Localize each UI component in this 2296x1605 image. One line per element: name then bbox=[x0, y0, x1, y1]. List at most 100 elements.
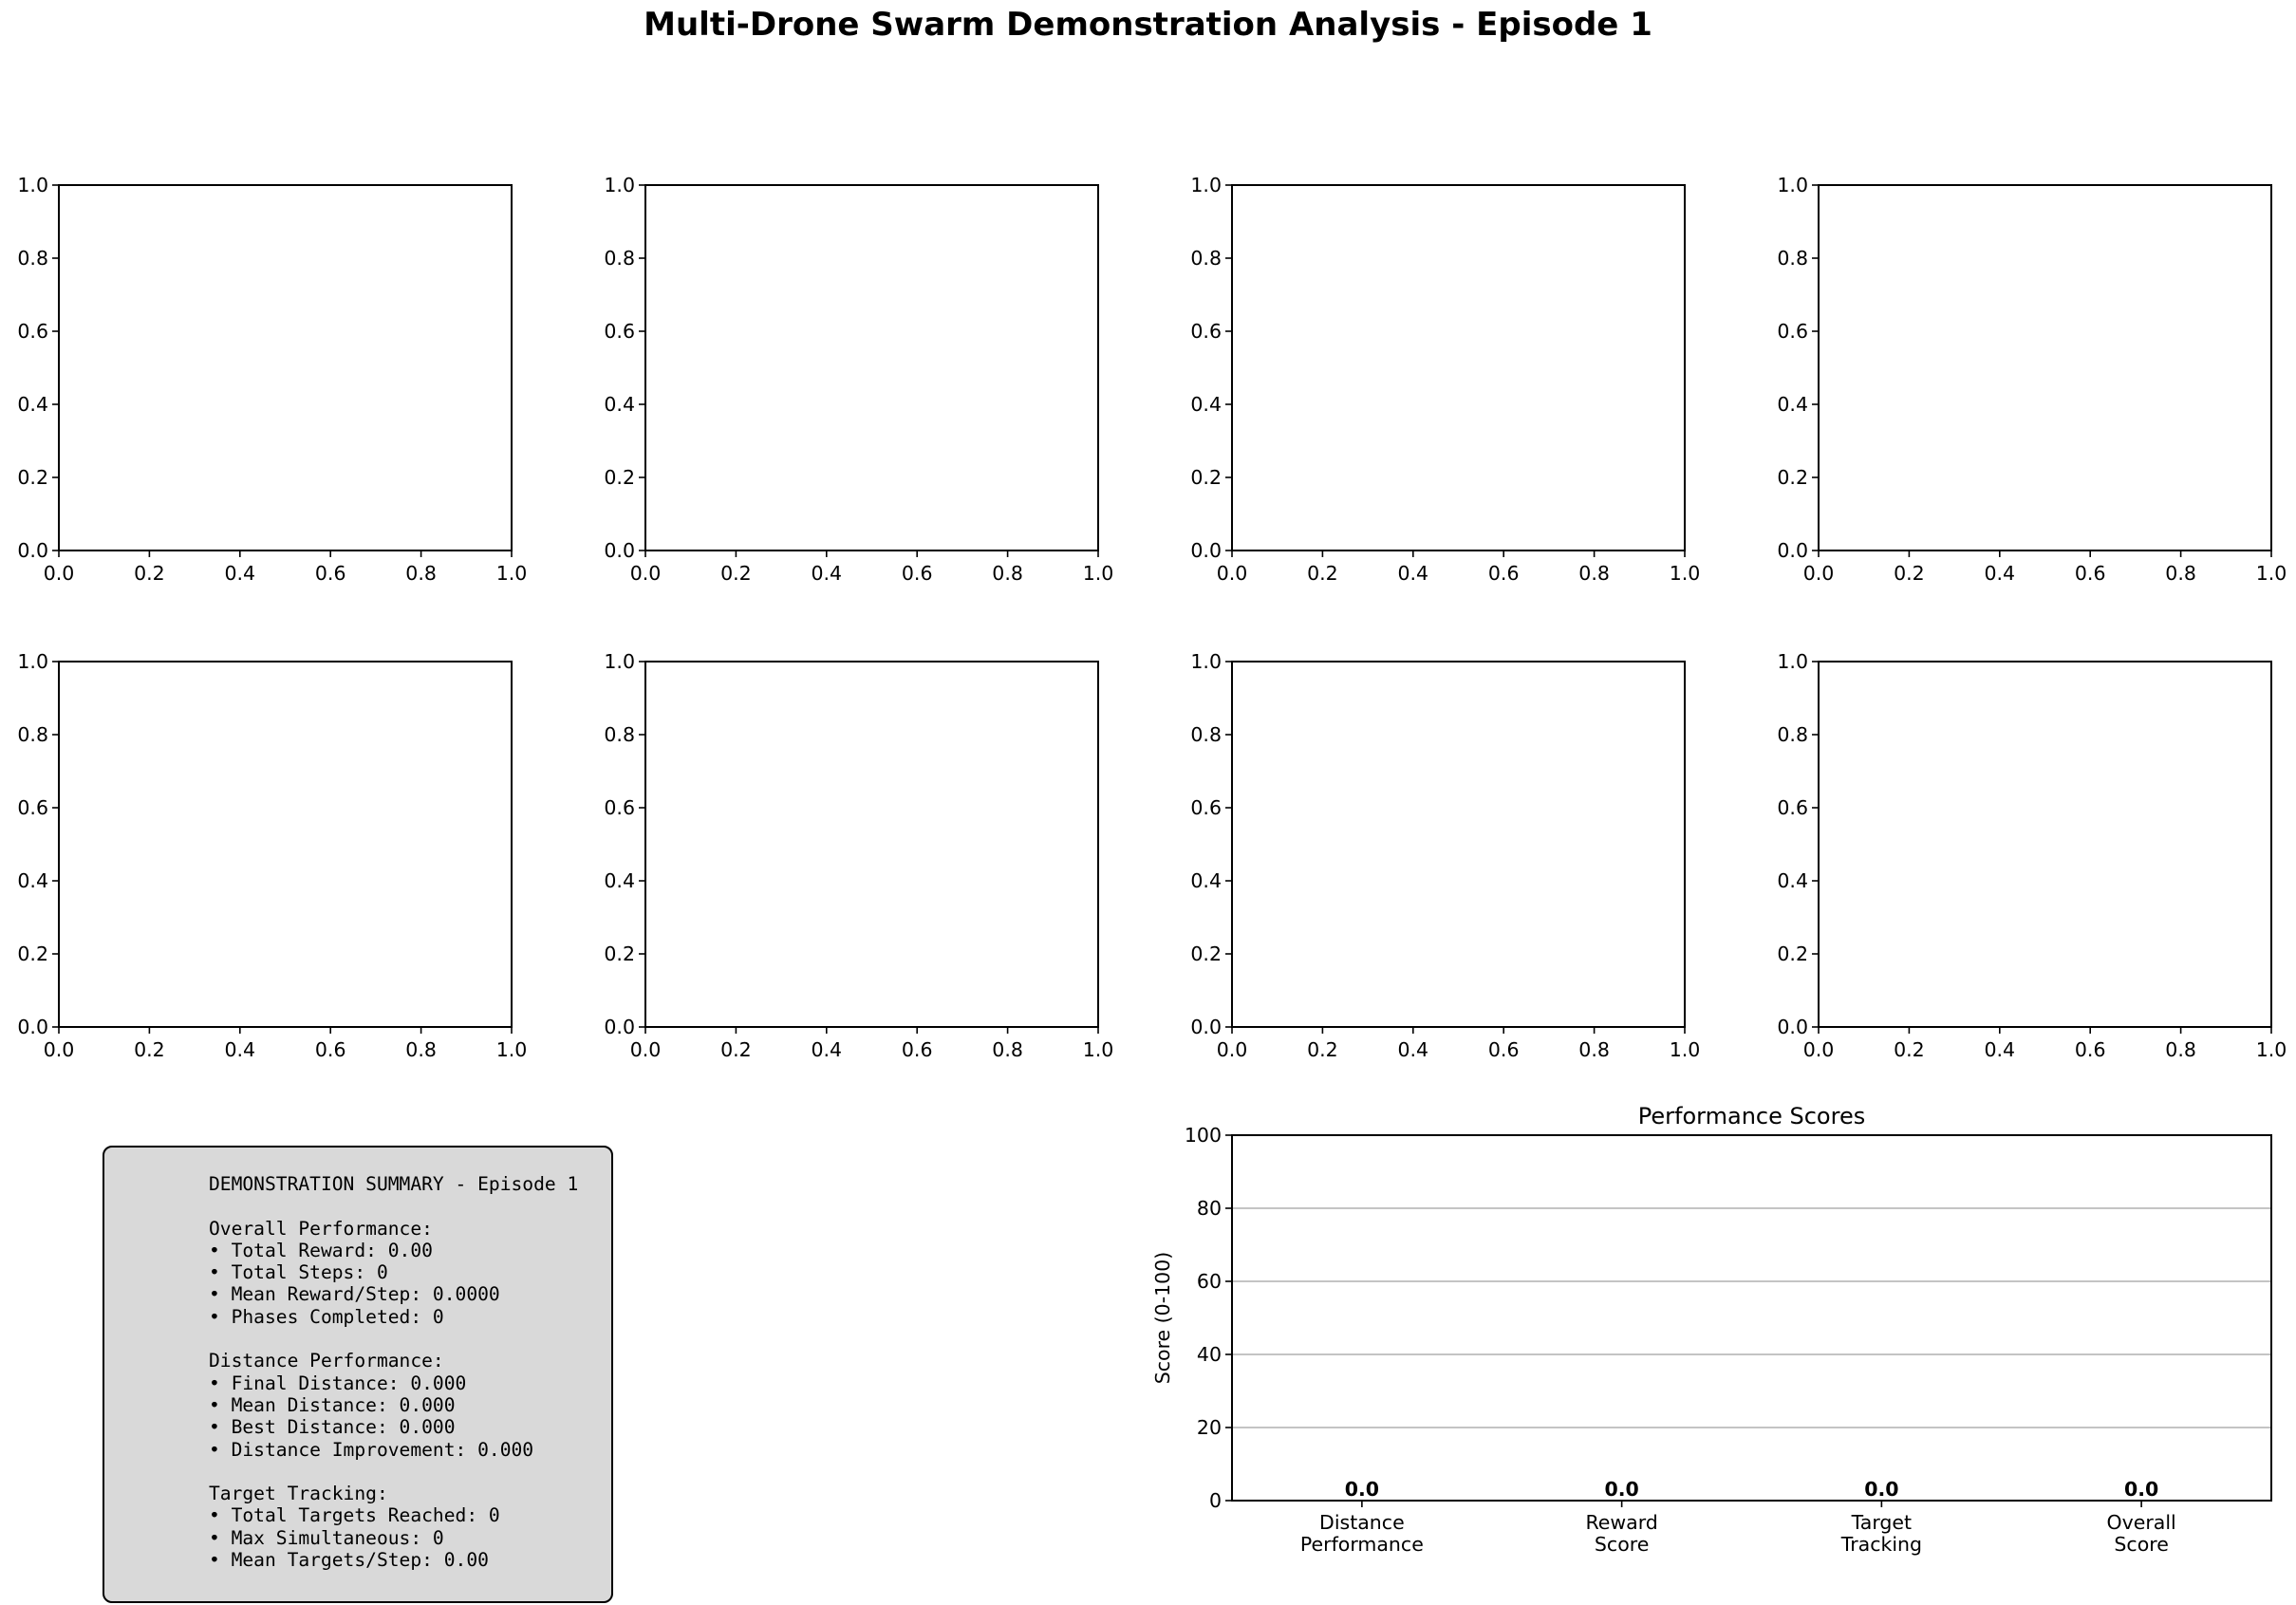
plot-frame bbox=[1231, 661, 1686, 1028]
summary-line: • Total Steps: 0 bbox=[209, 1261, 388, 1284]
bar-value-label: 0.0 bbox=[2124, 1478, 2158, 1501]
x-tick-label-line: Target bbox=[1851, 1511, 1912, 1534]
x-tick-label: 0.6 bbox=[1488, 1038, 1520, 1061]
y-tick-label: 0.6 bbox=[1777, 320, 1808, 343]
x-tick-label: 0.2 bbox=[720, 1038, 752, 1061]
y-tick-label: 0.6 bbox=[1190, 796, 1222, 819]
summary-line: • Mean Reward/Step: 0.0000 bbox=[209, 1283, 500, 1306]
y-tick-label: 0.2 bbox=[1190, 466, 1222, 489]
x-tick-label-line: Tracking bbox=[1840, 1533, 1922, 1556]
y-tick-label: 0.2 bbox=[604, 466, 635, 489]
x-tick-label: 0.6 bbox=[2075, 562, 2106, 585]
summary-line: DEMONSTRATION SUMMARY - Episode 1 bbox=[209, 1173, 579, 1195]
plot-area bbox=[1232, 1135, 2271, 1501]
x-tick-label: 0.2 bbox=[1894, 562, 1925, 585]
x-tick-label-line: Performance bbox=[1300, 1533, 1424, 1556]
y-tick-label: 0.8 bbox=[1190, 723, 1222, 746]
x-tick-label: 1.0 bbox=[1670, 1038, 1701, 1061]
y-tick-label: 0.4 bbox=[17, 869, 48, 892]
x-tick-label: 0.8 bbox=[2165, 1038, 2196, 1061]
x-tick-label: 1.0 bbox=[1670, 562, 1701, 585]
x-tick-label: 1.0 bbox=[1083, 1038, 1114, 1061]
y-tick-label: 20 bbox=[1197, 1416, 1222, 1439]
x-tick-label: 0.6 bbox=[902, 562, 933, 585]
y-tick-label: 0.6 bbox=[1190, 320, 1222, 343]
summary-box: DEMONSTRATION SUMMARY - Episode 1 Overal… bbox=[103, 1146, 613, 1603]
x-tick-label: 0.4 bbox=[1984, 562, 2015, 585]
x-tick-label: 0.0 bbox=[630, 562, 662, 585]
empty-subplot: 0.0 0.2 0.4 0.6 0.8 1.0 0.0 0.2 0.4 0.6 0.8 1.0 bbox=[1777, 174, 2287, 585]
y-tick-label: 0.4 bbox=[17, 393, 48, 416]
summary-line: Distance Performance: bbox=[209, 1350, 444, 1372]
y-tick-label: 0.8 bbox=[1777, 247, 1808, 270]
x-tick-label: Overall Score bbox=[2106, 1511, 2175, 1556]
x-tick-label: 0.4 bbox=[811, 1038, 842, 1061]
y-tick-label: 1.0 bbox=[1190, 174, 1222, 196]
summary-text: DEMONSTRATION SUMMARY - Episode 1 Overal… bbox=[209, 1173, 578, 1571]
y-tick-label: 0 bbox=[1209, 1489, 1222, 1512]
y-tick-label: 0.4 bbox=[1190, 869, 1222, 892]
x-tick-label: 0.0 bbox=[1803, 562, 1835, 585]
x-tick-label: 0.4 bbox=[811, 562, 842, 585]
summary-line: • Max Simultaneous: 0 bbox=[209, 1526, 444, 1549]
x-tick-label: 0.6 bbox=[1488, 562, 1520, 585]
summary-line: • Best Distance: 0.000 bbox=[209, 1416, 456, 1439]
x-tick-label-line: Score bbox=[2114, 1533, 2168, 1556]
y-tick-label: 0.0 bbox=[604, 1016, 635, 1038]
empty-subplot: 0.0 0.2 0.4 0.6 0.8 1.0 0.0 0.2 0.4 0.6 0.8 1.0 bbox=[604, 650, 1113, 1061]
x-tick-label: 1.0 bbox=[2256, 562, 2287, 585]
chart-title: Performance Scores bbox=[1638, 1103, 1865, 1129]
y-tick-label: 0.4 bbox=[604, 869, 635, 892]
x-tick-label: 0.2 bbox=[720, 562, 752, 585]
bar-value-label: 0.0 bbox=[1345, 1478, 1379, 1501]
plot-frame bbox=[58, 661, 513, 1028]
x-tick-label: Reward Score bbox=[1585, 1511, 1657, 1556]
x-tick-label: 0.8 bbox=[992, 562, 1023, 585]
y-tick-label: 1.0 bbox=[604, 174, 635, 196]
y-tick-label: 1.0 bbox=[1777, 174, 1808, 196]
y-tick-label: 0.4 bbox=[1190, 393, 1222, 416]
y-tick-label: 1.0 bbox=[1190, 650, 1222, 673]
plot-frame bbox=[1231, 1134, 2272, 1502]
y-tick-label: 0.6 bbox=[17, 796, 48, 819]
summary-line: • Final Distance: 0.000 bbox=[209, 1372, 467, 1394]
y-tick-label: 1.0 bbox=[17, 650, 48, 673]
y-tick-label: 0.4 bbox=[1777, 393, 1808, 416]
y-tick-label: 0.0 bbox=[17, 1016, 48, 1038]
y-tick-label: 0.8 bbox=[1190, 247, 1222, 270]
x-tick-label: 0.6 bbox=[902, 1038, 933, 1061]
plot-frame bbox=[1231, 184, 1686, 551]
figure-title: Multi-Drone Swarm Demonstration Analysis… bbox=[644, 6, 1652, 44]
y-tick-label: 100 bbox=[1185, 1124, 1222, 1147]
bar-value-label: 0.0 bbox=[1604, 1478, 1638, 1501]
x-tick-label: Distance Performance bbox=[1300, 1511, 1424, 1556]
summary-line: • Phases Completed: 0 bbox=[209, 1305, 444, 1328]
x-tick-label-line: Reward bbox=[1585, 1511, 1657, 1534]
y-tick-label: 0.6 bbox=[604, 796, 635, 819]
summary-line: • Mean Targets/Step: 0.00 bbox=[209, 1549, 489, 1572]
y-tick-label: 0.6 bbox=[604, 320, 635, 343]
x-tick-label: 0.8 bbox=[992, 1038, 1023, 1061]
x-tick-label: 0.4 bbox=[1397, 1038, 1428, 1061]
x-tick-label: 1.0 bbox=[496, 562, 528, 585]
summary-line: Overall Performance: bbox=[209, 1217, 433, 1240]
plot-frame bbox=[644, 661, 1099, 1028]
x-tick-label: 0.8 bbox=[1578, 1038, 1610, 1061]
y-tick-label: 0.2 bbox=[1777, 942, 1808, 965]
x-tick-label: 0.0 bbox=[630, 1038, 662, 1061]
y-tick-label: 0.0 bbox=[1777, 539, 1808, 562]
empty-subplot: 0.0 0.2 0.4 0.6 0.8 1.0 0.0 0.2 0.4 0.6 0.8 1.0 bbox=[604, 174, 1113, 585]
y-tick-label: 0.2 bbox=[17, 466, 48, 489]
x-tick-label-line: Score bbox=[1595, 1533, 1649, 1556]
x-tick-label: 0.8 bbox=[405, 1038, 437, 1061]
summary-line: • Mean Distance: 0.000 bbox=[209, 1393, 456, 1416]
empty-subplot: 0.0 0.2 0.4 0.6 0.8 1.0 0.0 0.2 0.4 0.6 0.8 1.0 bbox=[17, 650, 527, 1061]
y-tick-label: 0.4 bbox=[604, 393, 635, 416]
x-tick-label: 0.6 bbox=[315, 562, 346, 585]
y-tick-label: 40 bbox=[1197, 1343, 1222, 1366]
y-tick-label: 0.0 bbox=[17, 539, 48, 562]
y-tick-label: 60 bbox=[1197, 1270, 1222, 1293]
